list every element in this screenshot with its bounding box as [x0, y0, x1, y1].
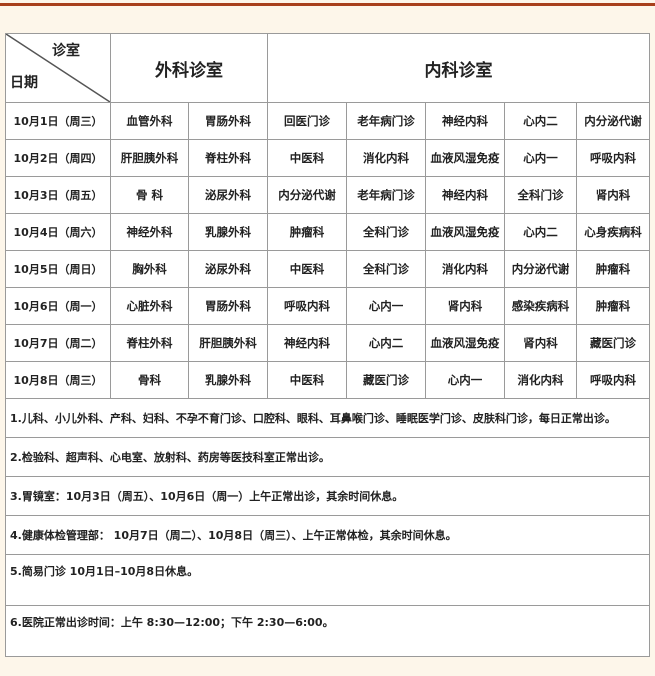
- department-cell: 肾内科: [575, 176, 651, 214]
- department-cell: 肝胆胰外科: [188, 324, 268, 362]
- date-cell: 10月1日（周三）: [5, 102, 111, 140]
- department-cell: 中医科: [267, 139, 347, 177]
- top-divider: [0, 3, 655, 6]
- department-cell: 心内一: [346, 287, 426, 325]
- department-cell: 全科门诊: [346, 250, 426, 288]
- note-text: 3.胃镜室：10月3日（周五）、10月6日（周一）上午正常出诊，其余时间休息。: [4, 476, 651, 516]
- department-cell: 心内一: [425, 361, 505, 399]
- schedule-row: 10月2日（周四） 肝胆胰外科 脊柱外科 中医科 消化内科 血液风湿免疫 心内一 呼吸内科: [5, 139, 651, 177]
- department-cell: 神经内科: [267, 324, 347, 362]
- note-text: 4.健康体检管理部： 10月7日（周二）、10月8日（周三）、上午正常体检，其余…: [4, 515, 651, 555]
- department-cell: 胃肠外科: [188, 287, 268, 325]
- department-cell: 藏医门诊: [575, 324, 651, 362]
- department-cell: 脊柱外科: [188, 139, 268, 177]
- internal-header: 内科诊室: [266, 33, 651, 103]
- department-cell: 肾内科: [425, 287, 505, 325]
- department-cell: 心身疾病科: [575, 213, 651, 251]
- header-row: 诊室 日期 外科诊室 内科诊室: [5, 33, 651, 103]
- department-cell: 乳腺外科: [188, 213, 268, 251]
- department-cell: 心内一: [504, 139, 577, 177]
- department-cell: 呼吸内科: [575, 361, 651, 399]
- department-cell: 血管外科: [110, 102, 189, 140]
- department-cell: 血液风湿免疫: [425, 324, 505, 362]
- department-cell: 消化内科: [504, 361, 577, 399]
- department-cell: 脊柱外科: [110, 324, 189, 362]
- department-cell: 心内二: [504, 102, 577, 140]
- department-cell: 泌尿外科: [188, 250, 268, 288]
- date-cell: 10月4日（周六）: [5, 213, 111, 251]
- department-cell: 乳腺外科: [188, 361, 268, 399]
- department-cell: 神经外科: [110, 213, 189, 251]
- department-cell: 中医科: [267, 361, 347, 399]
- department-cell: 内分泌代谢: [504, 250, 577, 288]
- note-text: 5.简易门诊 10月1日–10月8日休息。: [4, 554, 651, 606]
- note-row: 3.胃镜室：10月3日（周五）、10月6日（周一）上午正常出诊，其余时间休息。: [4, 476, 651, 516]
- note-row: 2.检验科、超声科、心电室、放射科、药房等医技科室正常出诊。: [4, 437, 651, 477]
- department-cell: 老年病门诊: [346, 102, 426, 140]
- schedule-row: 10月8日（周三） 骨科 乳腺外科 中医科 藏医门诊 心内一 消化内科 呼吸内科: [5, 361, 651, 399]
- department-cell: 心内二: [346, 324, 426, 362]
- corner-date-label: 日期: [10, 75, 38, 91]
- department-cell: 呼吸内科: [575, 139, 651, 177]
- department-cell: 消化内科: [425, 250, 505, 288]
- department-cell: 神经内科: [425, 176, 505, 214]
- date-cell: 10月2日（周四）: [5, 139, 111, 177]
- department-cell: 心内二: [504, 213, 577, 251]
- schedule-row: 10月6日（周一） 心脏外科 胃肠外科 呼吸内科 心内一 肾内科 感染疾病科 肿瘤科: [5, 287, 651, 325]
- corner-cell: 诊室 日期: [5, 33, 111, 103]
- department-cell: 心脏外科: [110, 287, 189, 325]
- note-row: 5.简易门诊 10月1日–10月8日休息。: [4, 554, 651, 606]
- date-cell: 10月6日（周一）: [5, 287, 111, 325]
- department-cell: 藏医门诊: [346, 361, 426, 399]
- department-cell: 中医科: [267, 250, 347, 288]
- department-cell: 肿瘤科: [267, 213, 347, 251]
- note-row: 4.健康体检管理部： 10月7日（周二）、10月8日（周三）、上午正常体检，其余…: [4, 515, 651, 555]
- department-cell: 全科门诊: [504, 176, 577, 214]
- department-cell: 血液风湿免疫: [425, 139, 505, 177]
- diagonal-line: [6, 34, 110, 102]
- department-cell: 回医门诊: [267, 102, 347, 140]
- department-cell: 全科门诊: [346, 213, 426, 251]
- date-cell: 10月5日（周日）: [5, 250, 111, 288]
- department-cell: 骨科: [110, 361, 189, 399]
- date-cell: 10月3日（周五）: [5, 176, 111, 214]
- department-cell: 神经内科: [425, 102, 505, 140]
- schedule-row: 10月3日（周五）骨 科泌尿外科 内分泌代谢 老年病门诊 神经内科 全科门诊 肾内科: [5, 176, 651, 214]
- department-cell: 胸外科: [110, 250, 189, 288]
- department-cell: 肿瘤科: [575, 287, 651, 325]
- department-cell: 呼吸内科: [267, 287, 347, 325]
- department-cell: 肝胆胰外科: [110, 139, 189, 177]
- note-text: 1.儿科、小儿外科、产科、妇科、不孕不育门诊、口腔科、眼科、耳鼻喉门诊、睡眠医学…: [4, 398, 651, 438]
- department-cell: 血液风湿免疫: [425, 213, 505, 251]
- department-cell: 消化内科: [346, 139, 426, 177]
- department-cell: 肾内科: [504, 324, 577, 362]
- schedule-row: 10月1日（周三） 血管外科 胃肠外科 回医门诊 老年病门诊 神经内科 心内二 内分泌代谢: [5, 102, 651, 140]
- department-cell: 内分泌代谢: [575, 102, 651, 140]
- department-cell: 胃肠外科: [188, 102, 268, 140]
- schedule-row: 10月5日（周日） 胸外科 泌尿外科 中医科 全科门诊 消化内科 内分泌代谢 肿瘤科: [5, 250, 651, 288]
- note-text: 2.检验科、超声科、心电室、放射科、药房等医技科室正常出诊。: [4, 437, 651, 477]
- date-cell: 10月8日（周三）: [5, 361, 111, 399]
- schedule-row: 10月4日（周六） 神经外科 乳腺外科 肿瘤科 全科门诊 血液风湿免疫 心内二 心身疾病科: [5, 213, 651, 251]
- department-cell: 老年病门诊: [346, 176, 426, 214]
- corner-room-label: 诊室: [52, 43, 80, 59]
- note-text: 6.医院正常出诊时间：上午 8:30—12:00；下午 2:30—6:00。: [4, 605, 651, 657]
- department-cell: 内分泌代谢: [267, 176, 347, 214]
- schedule-row: 10月7日（周二） 脊柱外科 肝胆胰外科 神经内科 心内二 血液风湿免疫 肾内科 藏医门诊: [5, 324, 651, 362]
- note-row: 1.儿科、小儿外科、产科、妇科、不孕不育门诊、口腔科、眼科、耳鼻喉门诊、睡眠医学…: [4, 398, 651, 438]
- date-cell: 10月7日（周二）: [5, 324, 111, 362]
- department-cell: 泌尿外科: [188, 176, 268, 214]
- department-cell: 感染疾病科: [504, 287, 577, 325]
- department-cell: 肿瘤科: [575, 250, 651, 288]
- schedule-table: 诊室 日期 外科诊室 内科诊室 10月1日（周三） 血管外科 胃肠外科 回医门诊 老年病…: [4, 33, 651, 657]
- note-row: 6.医院正常出诊时间：上午 8:30—12:00；下午 2:30—6:00。: [4, 605, 651, 657]
- surgery-header: 外科诊室: [110, 33, 268, 103]
- department-cell: 骨 科: [110, 176, 189, 214]
